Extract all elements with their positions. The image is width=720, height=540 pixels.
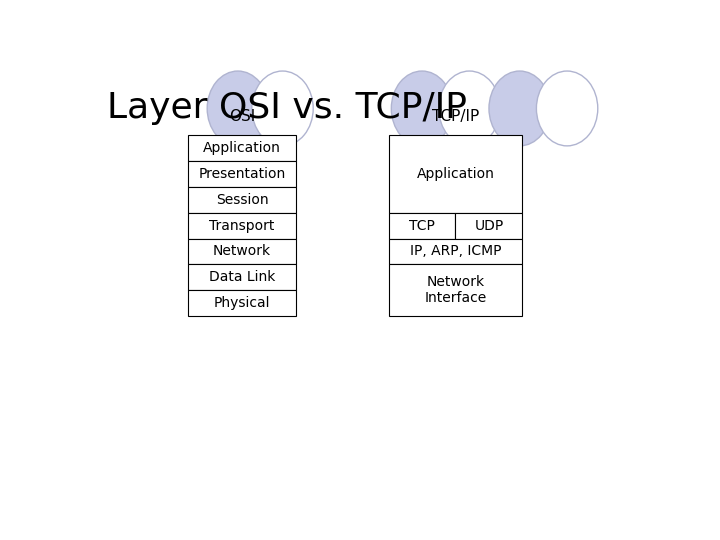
Text: IP, ARP, ICMP: IP, ARP, ICMP xyxy=(410,245,501,259)
FancyBboxPatch shape xyxy=(188,213,297,239)
FancyBboxPatch shape xyxy=(389,239,523,265)
Ellipse shape xyxy=(438,71,500,146)
Text: Transport: Transport xyxy=(210,219,275,233)
Ellipse shape xyxy=(252,71,313,146)
Text: Network: Network xyxy=(213,245,271,259)
Text: TCP: TCP xyxy=(409,219,435,233)
FancyBboxPatch shape xyxy=(389,136,523,213)
Ellipse shape xyxy=(536,71,598,146)
Ellipse shape xyxy=(207,71,269,146)
Text: TCP/IP: TCP/IP xyxy=(432,109,479,124)
Text: Session: Session xyxy=(216,193,269,207)
FancyBboxPatch shape xyxy=(188,290,297,316)
FancyBboxPatch shape xyxy=(188,136,297,161)
Text: Physical: Physical xyxy=(214,296,270,310)
Text: Presentation: Presentation xyxy=(199,167,286,181)
FancyBboxPatch shape xyxy=(389,265,523,316)
Text: Application: Application xyxy=(203,141,281,156)
FancyBboxPatch shape xyxy=(456,213,523,239)
Ellipse shape xyxy=(489,71,550,146)
FancyBboxPatch shape xyxy=(188,239,297,265)
Text: Layer OSI vs. TCP/IP: Layer OSI vs. TCP/IP xyxy=(107,91,467,125)
Text: Application: Application xyxy=(417,167,495,181)
FancyBboxPatch shape xyxy=(188,187,297,213)
Ellipse shape xyxy=(392,71,453,146)
Text: OSI: OSI xyxy=(229,109,255,124)
FancyBboxPatch shape xyxy=(188,161,297,187)
FancyBboxPatch shape xyxy=(389,213,456,239)
Text: Data Link: Data Link xyxy=(209,271,275,284)
FancyBboxPatch shape xyxy=(188,265,297,290)
Text: Network
Interface: Network Interface xyxy=(424,275,487,305)
Text: UDP: UDP xyxy=(474,219,503,233)
